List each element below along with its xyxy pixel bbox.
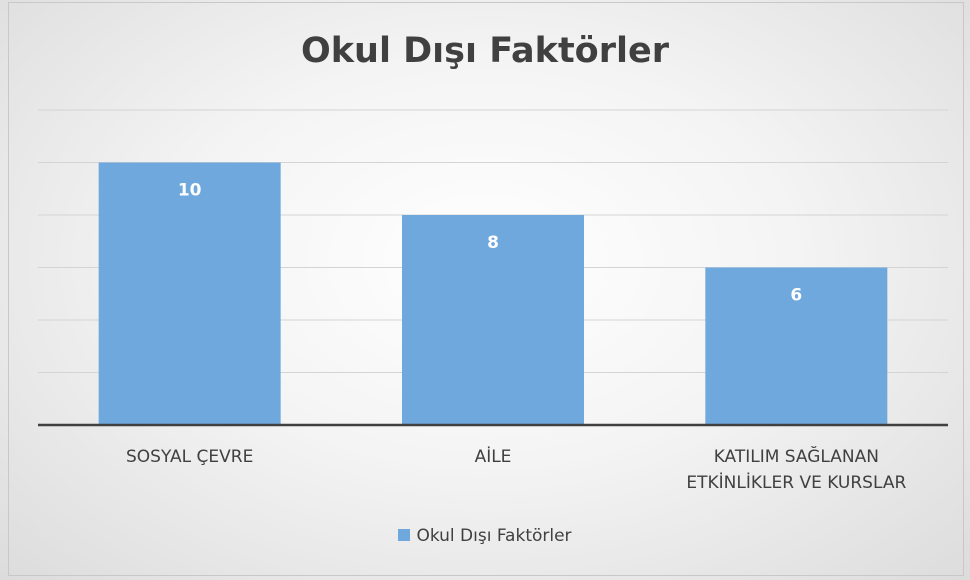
x-tick-label: KATILIM SAĞLANAN ETKİNLİKLER VE KURSLAR bbox=[686, 447, 907, 493]
chart-title: Okul Dışı Faktörler bbox=[301, 31, 670, 71]
x-tick-label: SOSYAL ÇEVRE bbox=[125, 447, 254, 467]
bar bbox=[98, 162, 281, 425]
legend-label: Okul Dışı Faktörler bbox=[416, 526, 572, 546]
data-label: 6 bbox=[790, 286, 802, 306]
legend: Okul Dışı Faktörler bbox=[0, 526, 970, 546]
chart-border bbox=[8, 2, 964, 576]
data-label: 8 bbox=[487, 233, 499, 253]
x-tick-label: AİLE bbox=[474, 447, 512, 467]
data-label: 10 bbox=[178, 181, 202, 201]
bar bbox=[705, 267, 888, 425]
bar bbox=[402, 215, 584, 425]
legend-swatch bbox=[398, 529, 411, 541]
